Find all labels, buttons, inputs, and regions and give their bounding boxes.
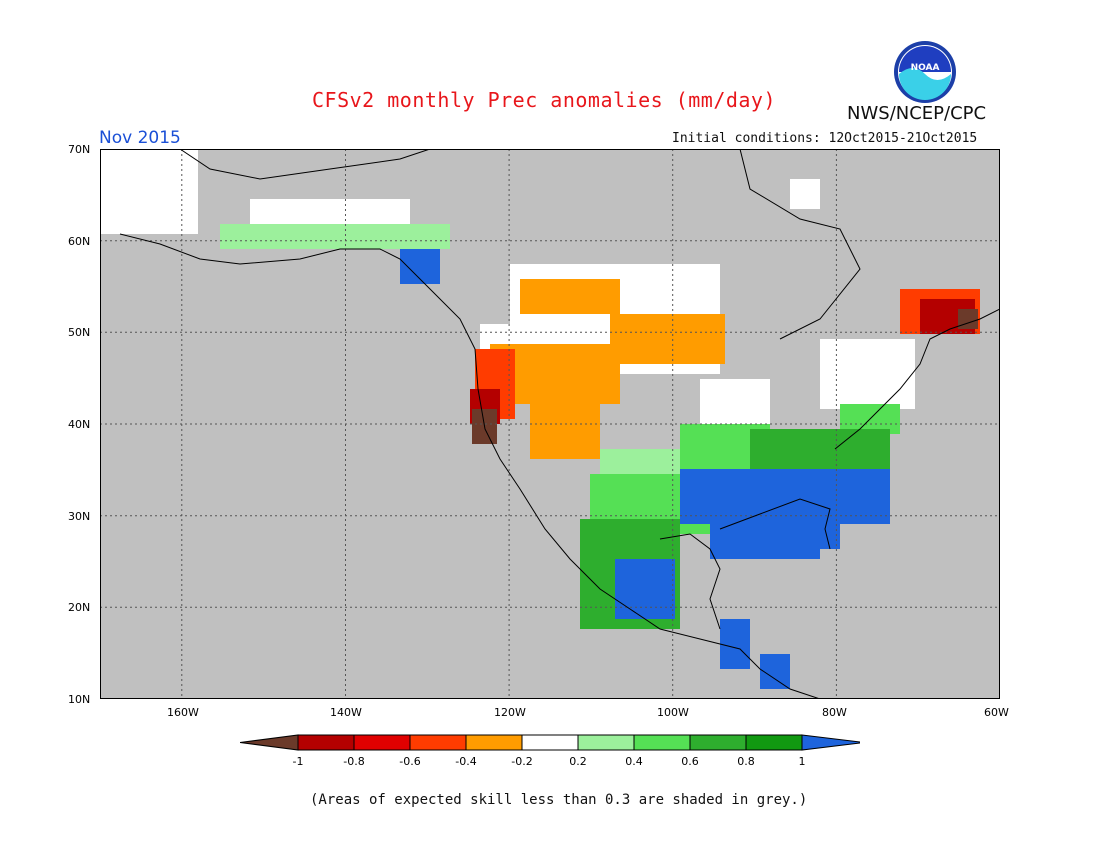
lon-label: 160W [167, 706, 199, 719]
legend-labels: -1 -0.8 -0.6 -0.4 -0.2 0.2 0.4 0.6 0.8 1 [293, 755, 806, 768]
skill-note: (Areas of expected skill less than 0.3 a… [310, 792, 808, 808]
legend-swatch [297, 734, 355, 751]
legend-swatch [521, 734, 579, 751]
legend-swatch [577, 734, 635, 751]
legend-color-boxes [240, 734, 860, 751]
legend-label: -1 [293, 755, 304, 768]
legend-swatch [409, 734, 467, 751]
lon-label: 60W [984, 706, 1009, 719]
legend-label: 0.6 [681, 755, 699, 768]
wet-anomaly-regions [220, 224, 900, 689]
color-legend: -1 -0.8 -0.6 -0.4 -0.2 0.2 0.4 0.6 0.8 1 [240, 734, 860, 768]
noaa-logo: NOAA [893, 40, 957, 104]
legend-label: -0.4 [455, 755, 476, 768]
precip-anomaly-map [100, 149, 1000, 699]
lat-label: 20N [68, 601, 91, 614]
lon-label: 140W [330, 706, 362, 719]
legend-swatch [689, 734, 747, 751]
legend-swatch [633, 734, 691, 751]
legend-label: 0.2 [569, 755, 587, 768]
legend-swatch [353, 734, 411, 751]
lat-label: 50N [68, 326, 91, 339]
legend-swatch [745, 734, 803, 751]
legend-label: -0.2 [511, 755, 532, 768]
forecast-month: Nov 2015 [99, 128, 181, 148]
chart-title: CFSv2 monthly Prec anomalies (mm/day) [312, 88, 777, 112]
agency-label: NWS/NCEP/CPC [847, 103, 987, 124]
lat-label: 30N [68, 510, 91, 523]
coastlines [119, 149, 1000, 699]
lon-label: 80W [822, 706, 847, 719]
lat-label: 60N [68, 235, 91, 248]
legend-swatch [465, 734, 523, 751]
legend-label: -0.8 [343, 755, 364, 768]
lon-label: 120W [494, 706, 526, 719]
lat-label: 40N [68, 418, 91, 431]
graticule [100, 149, 1000, 699]
legend-label: -0.6 [399, 755, 420, 768]
lat-label: 70N [68, 143, 91, 156]
legend-label: 0.8 [737, 755, 755, 768]
logo-text: NOAA [911, 63, 940, 73]
lon-label: 100W [657, 706, 689, 719]
legend-label: 1 [799, 755, 806, 768]
legend-arrow-high [801, 734, 860, 751]
legend-arrow-low [240, 734, 299, 751]
lat-label: 10N [68, 693, 91, 706]
legend-label: 0.4 [625, 755, 643, 768]
initial-conditions: Initial conditions: 12Oct2015-21Oct2015 [672, 131, 978, 146]
